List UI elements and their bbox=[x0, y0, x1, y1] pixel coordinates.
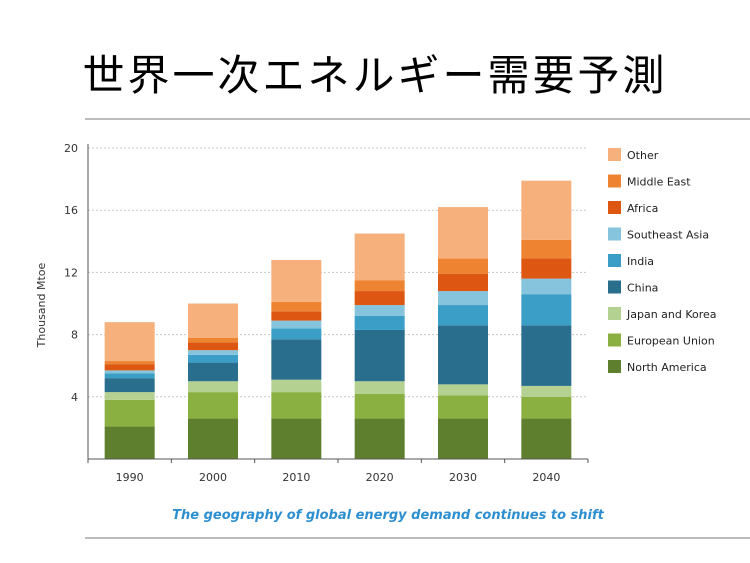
legend-label-north-america: North America bbox=[627, 361, 707, 374]
legend-swatch-middle-east bbox=[608, 174, 621, 188]
top-divider bbox=[85, 118, 750, 120]
bar-segment-other-2000 bbox=[188, 303, 238, 338]
bar-segment-middle-east-2000 bbox=[188, 337, 238, 343]
bar-segment-southeast-asia-2020 bbox=[354, 305, 405, 316]
bar-segment-china-1990 bbox=[104, 378, 155, 393]
bar-segment-africa-2010 bbox=[271, 311, 322, 321]
bar-segment-north-america-2000 bbox=[188, 418, 238, 459]
x-tick-label: 2030 bbox=[449, 471, 477, 484]
legend-swatch-other bbox=[608, 148, 621, 161]
legend-label-india: India bbox=[627, 255, 654, 268]
legend-label-southeast-asia: Southeast Asia bbox=[627, 229, 709, 242]
legend-swatch-european-union bbox=[608, 333, 621, 347]
legend-label-japan-and-korea: Japan and Korea bbox=[626, 308, 717, 321]
bar-segment-japan-and-korea-2000 bbox=[188, 381, 238, 393]
x-tick-label: 2000 bbox=[199, 471, 227, 484]
bar-segment-european-union-2020 bbox=[354, 393, 405, 419]
legend-label-china: China bbox=[627, 282, 658, 295]
bar-segment-european-union-2010 bbox=[271, 392, 322, 419]
bar-segment-middle-east-1990 bbox=[104, 361, 155, 365]
bar-segment-africa-2030 bbox=[438, 273, 488, 292]
x-tick-label: 1990 bbox=[116, 471, 144, 484]
legend-swatch-africa bbox=[608, 201, 621, 214]
bar-stack-1990 bbox=[104, 322, 155, 459]
bar-segment-other-2020 bbox=[354, 233, 405, 281]
bar-segment-africa-1990 bbox=[104, 364, 155, 371]
bar-stack-2000 bbox=[188, 303, 238, 459]
bar-segment-india-2020 bbox=[354, 315, 405, 330]
legend-swatch-north-america bbox=[608, 360, 621, 373]
bar-segment-china-2010 bbox=[271, 339, 322, 380]
bar-segment-middle-east-2040 bbox=[521, 239, 572, 259]
bar-segment-japan-and-korea-2010 bbox=[271, 379, 322, 393]
bars bbox=[104, 180, 572, 459]
axes: 4 8 12 16 20 1990 2000 2010 2020 2030 2040 bbox=[64, 142, 589, 484]
bar-segment-other-2030 bbox=[438, 207, 488, 259]
legend: Other Middle East Africa Southeast Asia Indi… bbox=[608, 148, 717, 374]
bar-segment-north-america-2040 bbox=[521, 418, 572, 459]
bar-segment-middle-east-2020 bbox=[354, 280, 405, 292]
bar-segment-european-union-2040 bbox=[521, 396, 572, 419]
bar-segment-north-america-2010 bbox=[271, 418, 322, 459]
y-axis-label: Thousand Mtoe bbox=[35, 262, 48, 348]
bar-segment-india-2010 bbox=[271, 328, 322, 340]
legend-label-european-union: European Union bbox=[627, 335, 715, 348]
bar-segment-other-2040 bbox=[521, 180, 572, 240]
bar-segment-india-2000 bbox=[188, 354, 238, 363]
legend-swatch-southeast-asia bbox=[608, 227, 621, 241]
bar-segment-africa-2040 bbox=[521, 258, 572, 279]
bar-segment-southeast-asia-2010 bbox=[271, 320, 322, 329]
y-tick-label: 16 bbox=[64, 204, 78, 217]
bottom-divider bbox=[85, 537, 750, 539]
bar-segment-china-2040 bbox=[521, 325, 572, 386]
grid-lines bbox=[88, 147, 588, 398]
bar-segment-southeast-asia-2040 bbox=[521, 278, 572, 295]
bar-segment-africa-2020 bbox=[354, 291, 405, 306]
y-tick-label: 4 bbox=[71, 391, 78, 404]
legend-label-other: Other bbox=[627, 149, 659, 162]
bar-segment-japan-and-korea-1990 bbox=[104, 392, 155, 400]
bar-segment-middle-east-2010 bbox=[271, 301, 322, 312]
y-tick-label: 8 bbox=[71, 329, 78, 342]
y-tick-label: 12 bbox=[64, 266, 78, 279]
bar-segment-india-1990 bbox=[104, 373, 155, 379]
bar-segment-other-1990 bbox=[104, 322, 155, 362]
y-tick-label: 20 bbox=[64, 142, 78, 155]
bar-segment-north-america-2020 bbox=[354, 418, 405, 459]
bar-segment-north-america-2030 bbox=[438, 418, 488, 459]
x-tick-label: 2010 bbox=[282, 471, 310, 484]
bar-segment-india-2040 bbox=[521, 294, 572, 326]
bar-segment-european-union-2030 bbox=[438, 395, 488, 419]
bar-segment-southeast-asia-1990 bbox=[104, 370, 155, 374]
bar-stack-2020 bbox=[354, 233, 405, 459]
page-title: 世界一次エネルギー需要予測 bbox=[82, 51, 668, 100]
bar-segment-china-2000 bbox=[188, 362, 238, 382]
bar-segment-japan-and-korea-2030 bbox=[438, 384, 488, 396]
bar-segment-japan-and-korea-2040 bbox=[521, 385, 572, 397]
chart-caption: The geography of global energy demand co… bbox=[172, 508, 604, 523]
bar-segment-china-2020 bbox=[354, 329, 405, 382]
legend-label-africa: Africa bbox=[627, 202, 658, 215]
bar-stack-2040 bbox=[521, 180, 572, 459]
x-tick-label: 2020 bbox=[366, 471, 394, 484]
legend-label-middle-east: Middle East bbox=[627, 176, 691, 189]
x-tick-label: 2040 bbox=[532, 471, 560, 484]
legend-swatch-india bbox=[608, 254, 621, 267]
legend-swatch-china bbox=[608, 280, 621, 294]
bar-segment-north-america-1990 bbox=[104, 426, 155, 459]
bar-segment-middle-east-2030 bbox=[438, 258, 488, 274]
bar-segment-india-2030 bbox=[438, 305, 488, 326]
bar-segment-european-union-2000 bbox=[188, 392, 238, 419]
legend-swatch-japan-and-korea bbox=[608, 307, 621, 320]
bar-segment-other-2010 bbox=[271, 259, 322, 302]
bar-segment-southeast-asia-2000 bbox=[188, 350, 238, 355]
bar-segment-china-2030 bbox=[438, 325, 488, 385]
bar-stack-2010 bbox=[271, 259, 322, 459]
bar-segment-european-union-1990 bbox=[104, 399, 155, 427]
bar-segment-japan-and-korea-2020 bbox=[354, 381, 405, 394]
bar-segment-southeast-asia-2030 bbox=[438, 291, 488, 306]
bar-stack-2030 bbox=[438, 207, 488, 459]
bar-segment-africa-2000 bbox=[188, 342, 238, 351]
